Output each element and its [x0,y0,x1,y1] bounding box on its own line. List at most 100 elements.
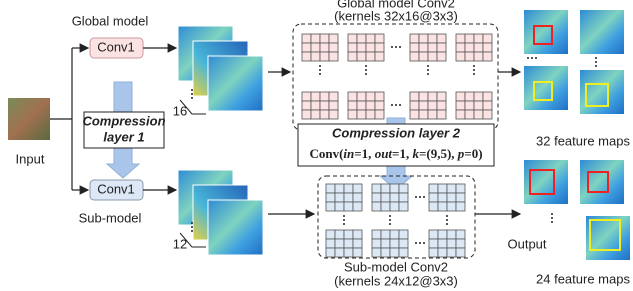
kernel-cell [357,101,366,110]
kernel-cell [302,110,311,119]
dot [365,69,367,71]
kernel-cell [302,52,311,61]
dot [191,226,193,228]
kernel-cell [483,34,492,43]
kernel-cell [437,92,446,101]
kernel-cell [447,193,456,202]
kernel-cell [357,34,366,43]
kernel-cell [456,43,465,52]
dot [191,230,193,232]
kernel-cell [335,248,344,257]
dot [473,69,475,71]
kernel-cell [456,202,465,211]
kernel-cell [438,184,447,193]
dot [551,213,553,215]
kernel-cell [483,92,492,101]
dot [191,97,193,99]
kernel-cell [329,43,338,52]
global-conv2-subtitle: (kernels 32x16@3x3) [334,8,458,23]
kernel-cell [428,92,437,101]
input-image [8,98,50,140]
dot [427,73,429,75]
kernel-cell [465,110,474,119]
formula-part: =(9,5), [419,146,458,161]
kernel-cell [381,230,390,239]
dot [423,242,425,244]
kernel-cell [302,43,311,52]
kernel-cell [335,239,344,248]
kernel-cell [465,34,474,43]
dot [473,73,475,75]
dot [395,104,397,106]
dot [365,73,367,75]
diagram: Global model Input Sub-model Global mode… [0,0,633,291]
dot [446,215,448,217]
formula-part: =0) [464,146,482,161]
kernel-cell [399,239,408,248]
kernel-cell [375,101,384,110]
kernel-cell [399,184,408,193]
kernel-cell [348,101,357,110]
compression2-title: Compression layer 2 [332,125,461,140]
kernel-cell [372,239,381,248]
dot [415,196,417,198]
kernel-cell [375,92,384,101]
dot [419,196,421,198]
kernel-cell [357,43,366,52]
kernel-cell [381,193,390,202]
kernel-cell [465,43,474,52]
kernel-cell [348,34,357,43]
kernel-cell [456,248,465,257]
kernel-cell [357,92,366,101]
kernel-cell [353,193,362,202]
kernel-cell [474,52,483,61]
dot [191,222,193,224]
kernel-cell [353,230,362,239]
kernel-cell [353,248,362,257]
dot [595,57,597,59]
kernel-cell [429,239,438,248]
kernel-cell [456,230,465,239]
kernel-cell [311,110,320,119]
dot [427,65,429,67]
kernel-cell [399,202,408,211]
dot [389,223,391,225]
channel-count: 12 [173,236,187,251]
output-map [524,10,568,54]
kernel-cell [390,239,399,248]
global-output-label: 32 feature maps [536,133,630,148]
kernel-cell [483,101,492,110]
kernel-cell [465,92,474,101]
kernel-cell [429,202,438,211]
kernel-cell [465,101,474,110]
kernel-cell [390,248,399,257]
feature-map [208,56,263,111]
kernel-cell [456,92,465,101]
output-map [524,66,568,110]
kernel-cell [410,43,419,52]
kernel-cell [326,202,335,211]
sub-conv2-title: Sub-model Conv2 [344,259,448,274]
kernel-cell [366,43,375,52]
kernel-cell [437,43,446,52]
formula-part: Conv [309,146,339,161]
kernel-cell [311,92,320,101]
kernel-cell [326,230,335,239]
kernel-cell [428,101,437,110]
dot [389,219,391,221]
formula-part: out [375,146,393,161]
formula-part: =1, [392,146,412,161]
kernel-cell [353,184,362,193]
dot [319,65,321,67]
dot [399,46,401,48]
kernel-cell [381,239,390,248]
kernel-cell [344,248,353,257]
input-label: Input [16,151,45,166]
kernel-cell [447,184,456,193]
dot [423,196,425,198]
kernel-cell [372,184,381,193]
kernel-cell [366,92,375,101]
kernel-cell [474,34,483,43]
kernel-cell [372,248,381,257]
kernel-cell [344,239,353,248]
